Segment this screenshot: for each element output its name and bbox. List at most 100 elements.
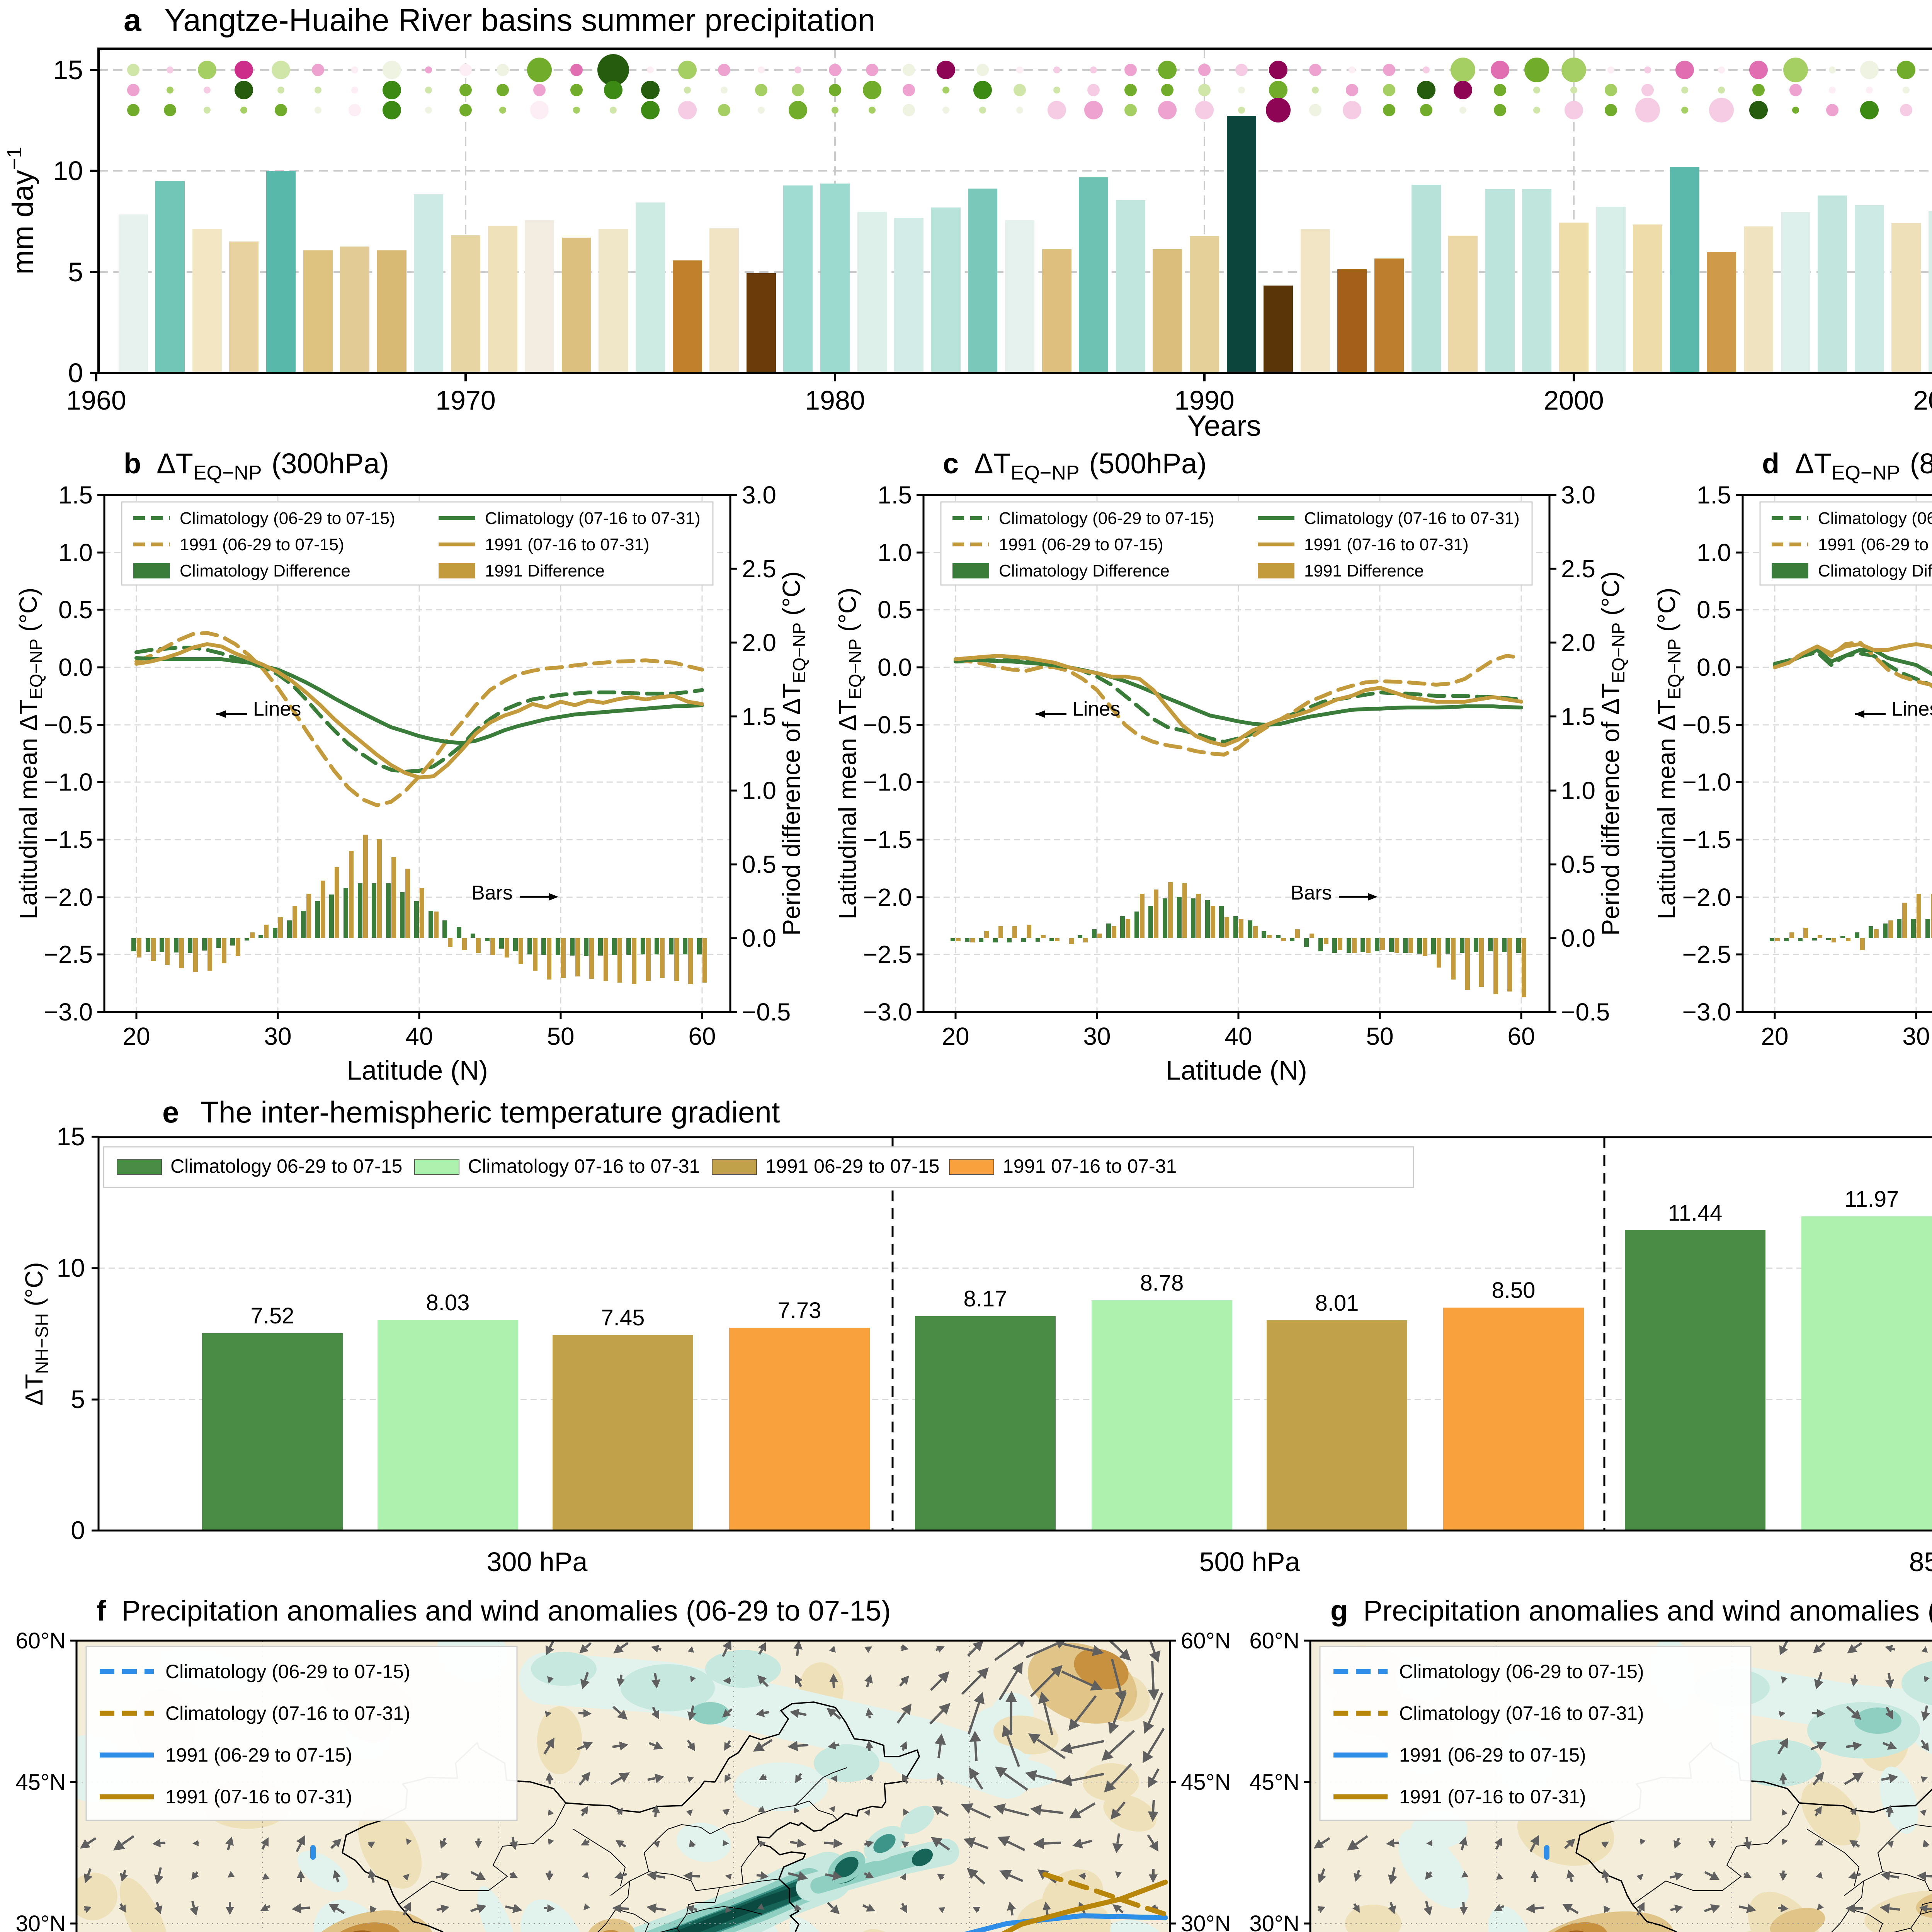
svg-text:0.0: 0.0 [58, 653, 93, 681]
svg-text:−0.5: −0.5 [863, 711, 912, 739]
svg-text:Climatology (06-29 to 07-15): Climatology (06-29 to 07-15) [1818, 509, 1932, 528]
svg-text:1.5: 1.5 [1697, 481, 1731, 509]
svg-text:3.0: 3.0 [742, 481, 776, 509]
svg-text:Climatology (07-16 to 07-31): Climatology (07-16 to 07-31) [1399, 1702, 1644, 1724]
svg-text:Climatology (07-16 to 07-31): Climatology (07-16 to 07-31) [165, 1702, 410, 1724]
svg-text:60°N: 60°N [1249, 1628, 1299, 1653]
svg-text:0.5: 0.5 [1697, 596, 1731, 624]
svg-text:1991 (06-29 to 07-15): 1991 (06-29 to 07-15) [1399, 1744, 1586, 1766]
svg-text:−2.0: −2.0 [863, 883, 912, 911]
svg-text:20: 20 [942, 1022, 969, 1050]
svg-text:60°N: 60°N [15, 1628, 66, 1653]
svg-text:1960: 1960 [66, 385, 126, 415]
svg-text:1991 07-16 to 07-31: 1991 07-16 to 07-31 [1003, 1155, 1177, 1177]
svg-text:−3.0: −3.0 [44, 998, 93, 1026]
svg-text:1991 (07-16 to 07-31): 1991 (07-16 to 07-31) [485, 535, 650, 554]
svg-text:1990: 1990 [1174, 385, 1235, 415]
svg-text:7.45: 7.45 [601, 1305, 645, 1330]
svg-text:0.5: 0.5 [58, 596, 93, 624]
svg-text:Latitudinal mean ΔTEQ−NP (°C): Latitudinal mean ΔTEQ−NP (°C) [1653, 588, 1684, 920]
svg-text:Latitude (N): Latitude (N) [347, 1055, 488, 1085]
svg-text:0.0: 0.0 [1561, 924, 1595, 952]
svg-text:−2.0: −2.0 [1682, 883, 1731, 911]
svg-text:Climatology Difference: Climatology Difference [1818, 561, 1932, 580]
svg-text:15: 15 [53, 55, 83, 85]
svg-text:1991 Difference: 1991 Difference [1304, 561, 1424, 580]
svg-text:60°N: 60°N [1181, 1628, 1231, 1653]
svg-text:7.52: 7.52 [251, 1303, 294, 1328]
svg-text:−0.5: −0.5 [1561, 998, 1610, 1026]
svg-text:30: 30 [1902, 1022, 1930, 1050]
svg-text:Lines: Lines [253, 698, 301, 720]
svg-text:60: 60 [1507, 1022, 1535, 1050]
svg-text:Latitude (N): Latitude (N) [1166, 1055, 1307, 1085]
svg-text:45°N: 45°N [15, 1770, 66, 1795]
svg-text:Climatology Difference: Climatology Difference [999, 561, 1170, 580]
svg-text:−2.5: −2.5 [1682, 940, 1731, 968]
svg-text:1970: 1970 [435, 385, 496, 415]
svg-text:−0.5: −0.5 [44, 711, 93, 739]
svg-text:1.0: 1.0 [1561, 777, 1595, 804]
svg-text:30°N: 30°N [1249, 1911, 1299, 1932]
svg-text:45°N: 45°N [1181, 1770, 1231, 1795]
svg-text:−1.5: −1.5 [863, 826, 912, 854]
svg-text:10: 10 [53, 156, 83, 186]
svg-text:1991 (06-29 to 07-15): 1991 (06-29 to 07-15) [180, 535, 344, 554]
svg-text:0.0: 0.0 [878, 653, 912, 681]
svg-text:ΔTNH−SH (°C): ΔTNH−SH (°C) [20, 1262, 52, 1405]
svg-text:1991 (07-16 to 07-31): 1991 (07-16 to 07-31) [165, 1786, 352, 1808]
svg-text:1980: 1980 [805, 385, 865, 415]
svg-text:50: 50 [547, 1022, 574, 1050]
svg-text:1991 (07-16 to 07-31): 1991 (07-16 to 07-31) [1304, 535, 1469, 554]
svg-text:0.5: 0.5 [1561, 850, 1595, 878]
svg-text:Climatology Difference: Climatology Difference [180, 561, 350, 580]
svg-text:Latitudinal mean ΔTEQ−NP (°C): Latitudinal mean ΔTEQ−NP (°C) [833, 588, 865, 920]
svg-text:8.50: 8.50 [1492, 1278, 1536, 1303]
svg-text:500 hPa: 500 hPa [1199, 1547, 1300, 1577]
svg-text:Lines: Lines [1891, 698, 1932, 720]
svg-text:−2.5: −2.5 [44, 940, 93, 968]
svg-text:20: 20 [1761, 1022, 1788, 1050]
svg-text:8.17: 8.17 [964, 1286, 1007, 1311]
svg-text:−1.0: −1.0 [1682, 768, 1731, 796]
svg-text:Climatology (07-16 to 07-31): Climatology (07-16 to 07-31) [485, 509, 701, 528]
svg-text:1991 (07-16 to 07-31): 1991 (07-16 to 07-31) [1399, 1786, 1586, 1808]
svg-text:1.5: 1.5 [1561, 702, 1595, 730]
svg-text:Climatology (06-29 to 07-15): Climatology (06-29 to 07-15) [999, 509, 1214, 528]
svg-text:60: 60 [688, 1022, 716, 1050]
svg-text:1.5: 1.5 [878, 481, 912, 509]
svg-text:2.0: 2.0 [1561, 629, 1595, 656]
svg-text:30°N: 30°N [15, 1911, 66, 1932]
svg-text:0: 0 [71, 1516, 85, 1544]
svg-text:850 hPa: 850 hPa [1909, 1547, 1932, 1577]
svg-text:1991 (06-29 to 07-15): 1991 (06-29 to 07-15) [999, 535, 1163, 554]
svg-text:Climatology 06-29 to 07-15: Climatology 06-29 to 07-15 [170, 1155, 402, 1177]
svg-text:2.5: 2.5 [1561, 555, 1595, 583]
svg-text:1.5: 1.5 [742, 702, 776, 730]
svg-text:−1.0: −1.0 [44, 768, 93, 796]
svg-text:10: 10 [57, 1253, 85, 1282]
svg-text:−0.5: −0.5 [1682, 711, 1731, 739]
svg-text:2000: 2000 [1544, 385, 1604, 415]
svg-text:1991 06-29 to 07-15: 1991 06-29 to 07-15 [765, 1155, 939, 1177]
svg-text:40: 40 [405, 1022, 433, 1050]
svg-text:0: 0 [68, 358, 83, 388]
svg-text:−0.5: −0.5 [742, 998, 791, 1026]
svg-text:7.73: 7.73 [778, 1298, 821, 1323]
svg-text:Climatology 07-16 to 07-31: Climatology 07-16 to 07-31 [468, 1155, 700, 1177]
svg-text:30: 30 [1083, 1022, 1111, 1050]
svg-text:2.5: 2.5 [742, 555, 776, 583]
svg-text:15: 15 [57, 1122, 85, 1151]
svg-text:Climatology (06-29 to 07-15): Climatology (06-29 to 07-15) [165, 1661, 410, 1682]
svg-text:1991 (06-29 to 07-15): 1991 (06-29 to 07-15) [1818, 535, 1932, 554]
svg-text:1.0: 1.0 [878, 539, 912, 566]
svg-text:1991 (06-29 to 07-15): 1991 (06-29 to 07-15) [165, 1744, 352, 1766]
svg-text:2.0: 2.0 [742, 629, 776, 656]
svg-text:3.0: 3.0 [1561, 481, 1595, 509]
svg-text:8.01: 8.01 [1315, 1291, 1359, 1316]
